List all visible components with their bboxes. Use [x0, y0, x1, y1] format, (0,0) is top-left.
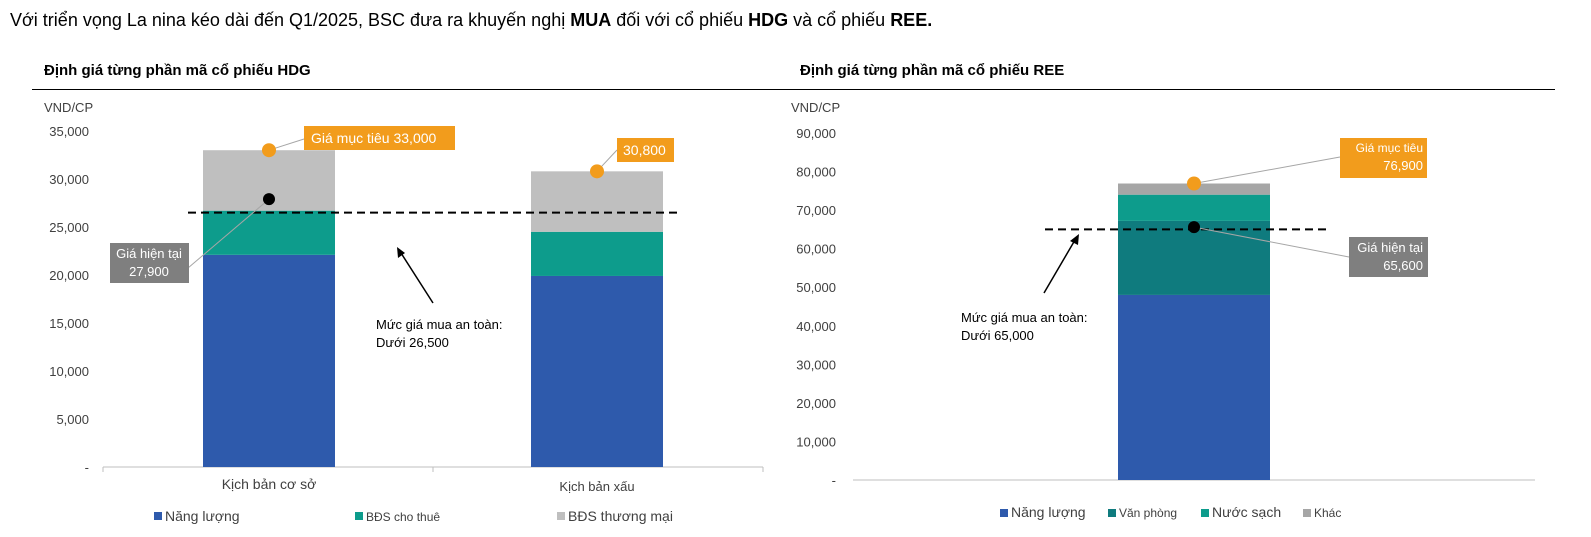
ree-legend-label-3: Khác	[1314, 506, 1341, 520]
hdg-x-tick-label: Kịch bản cơ sở	[222, 476, 317, 492]
hdg-chart-title: Định giá từng phần mã cổ phiếu HDG	[44, 62, 311, 79]
ree-y-tick-label: 20,000	[796, 396, 836, 411]
ree-target-leader	[1193, 156, 1341, 184]
ree-current-label: Giá hiện tại	[1357, 240, 1423, 255]
ree-current-value: 65,600	[1383, 258, 1423, 273]
hdg-target-point	[590, 164, 604, 179]
ree-bar-segment-0	[1118, 294, 1270, 480]
hdg-legend-label-0: Năng lượng	[165, 508, 240, 524]
ree-target-label-box	[1340, 138, 1427, 178]
ree-y-tick-label: 90,000	[796, 126, 836, 141]
hdg-legend-swatch-2	[557, 512, 565, 520]
ree-current-point	[1188, 221, 1200, 234]
ree-legend-label-0: Năng lượng	[1011, 504, 1086, 520]
hdg-y-tick-label: 15,000	[49, 316, 89, 331]
intro-sentence: Với triển vọng La nina kéo dài đến Q1/20…	[10, 10, 932, 31]
ree-title-rule	[786, 89, 1555, 90]
hdg-y-unit: VND/CP	[44, 100, 93, 115]
hdg-legend-label-1: BĐS cho thuê	[366, 510, 440, 524]
intro-part-2: đối với cổ phiếu	[611, 10, 749, 30]
hdg-current-point	[263, 193, 275, 206]
ree-y-tick-label: 40,000	[796, 319, 836, 334]
ree-target-point	[1187, 176, 1201, 191]
hdg-legend-swatch-1	[355, 512, 363, 520]
hdg-y-tick-label: 25,000	[49, 220, 89, 235]
hdg-safe-arrow-line	[400, 252, 434, 304]
hdg-bar-segment-1-0	[531, 275, 663, 467]
hdg-target-label-box	[304, 126, 455, 150]
ree-current-leader	[1193, 226, 1350, 258]
intro-part-0: Với triển vọng La nina kéo dài đến Q1/20…	[10, 10, 571, 30]
ree-y-tick-label: 10,000	[796, 434, 836, 449]
hdg-y-tick-label: 10,000	[49, 364, 89, 379]
ree-legend-label-1: Văn phòng	[1119, 506, 1177, 520]
hdg-current-value: 27,900	[129, 264, 169, 279]
ree-bar-segment-2	[1118, 194, 1270, 221]
hdg-safe-value: Dưới 26,500	[376, 335, 449, 350]
hdg-safe-arrow-head	[397, 247, 405, 258]
hdg-bar-segment-0-0	[203, 254, 335, 467]
ree-safe-arrow-head	[1070, 234, 1079, 245]
hdg-current-label-box	[110, 243, 189, 283]
ree-y-tick-label: 30,000	[796, 357, 836, 372]
hdg-y-tick-label: 35,000	[49, 124, 89, 139]
hdg-bar-segment-1-2	[531, 171, 663, 232]
hdg-y-tick-label: 20,000	[49, 268, 89, 283]
hdg-safe-label: Mức giá mua an toàn:	[376, 317, 503, 332]
ree-bar-segment-1	[1118, 220, 1270, 295]
ree-legend-swatch-0	[1000, 509, 1008, 517]
hdg-legend-swatch-0	[154, 512, 162, 520]
hdg-current-label: Giá hiện tại	[116, 246, 182, 261]
ree-y-tick-label: 70,000	[796, 203, 836, 218]
ree-y-tick-label: 50,000	[796, 280, 836, 295]
ree-safe-label: Mức giá mua an toàn:	[961, 310, 1088, 325]
hdg-target-point	[262, 143, 276, 158]
hdg-y-tick-label: 5,000	[56, 412, 89, 427]
hdg-title-rule	[32, 89, 786, 90]
hdg-bar-segment-0-1	[203, 210, 335, 255]
hdg-y-tick-label: -	[85, 460, 89, 475]
intro-part-3: HDG	[748, 10, 789, 30]
ree-target-value: 76,900	[1383, 158, 1423, 173]
hdg-x-tick-label: Kịch bản xấu	[559, 479, 634, 494]
ree-chart-title: Định giá từng phần mã cổ phiếu REE	[800, 62, 1065, 79]
ree-y-tick-label: 60,000	[796, 242, 836, 257]
ree-safe-value: Dưới 65,000	[961, 328, 1034, 343]
intro-part-4: và cổ phiếu	[788, 10, 891, 30]
ree-legend-swatch-1	[1108, 509, 1116, 517]
ree-legend-swatch-2	[1201, 509, 1209, 517]
hdg-y-tick-label: 30,000	[49, 172, 89, 187]
ree-current-label-box	[1349, 237, 1428, 277]
intro-part-1: MUA	[570, 10, 612, 30]
ree-legend-swatch-3	[1303, 509, 1311, 517]
hdg-target-label: 30,800	[623, 142, 666, 158]
ree-y-tick-label: 80,000	[796, 165, 836, 180]
ree-target-label: Giá mục tiêu	[1356, 141, 1423, 155]
intro-part-5: REE.	[890, 10, 933, 30]
hdg-target-label-box	[617, 138, 674, 162]
hdg-bar-segment-1-1	[531, 231, 663, 276]
hdg-current-leader	[187, 198, 270, 269]
ree-safe-arrow-line	[1043, 239, 1076, 294]
ree-y-tick-label: -	[832, 473, 836, 488]
hdg-target-label: Giá mục tiêu 33,000	[311, 130, 437, 146]
hdg-legend-label-2: BĐS thương mại	[568, 508, 673, 524]
ree-legend-label-2: Nước sạch	[1212, 504, 1281, 520]
ree-y-unit: VND/CP	[791, 100, 840, 115]
